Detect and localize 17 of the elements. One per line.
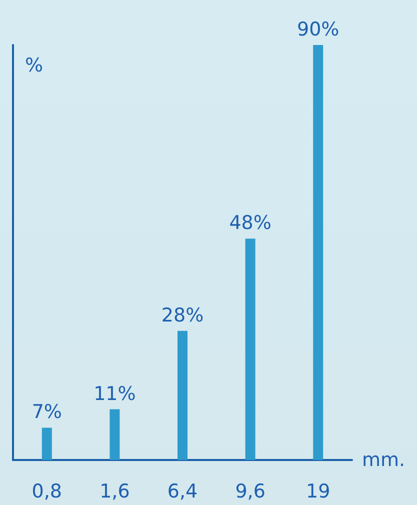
x-tick-label: 0,8 [32, 480, 62, 502]
data-label: 28% [161, 304, 204, 326]
data-label: 11% [94, 382, 136, 405]
y-axis-title: % [25, 54, 44, 76]
bar [178, 330, 188, 460]
x-tick-label: 9,6 [235, 480, 266, 502]
x-tick-label: 1,6 [100, 480, 130, 502]
bar [245, 238, 256, 460]
data-label: 48% [229, 212, 272, 234]
bar [313, 45, 324, 460]
bar [42, 428, 52, 460]
x-axis-title: mm. [362, 449, 406, 471]
x-tick-label: 19 [306, 480, 330, 502]
data-label: 7% [32, 401, 62, 424]
x-tick-label: 6,4 [167, 480, 198, 502]
bar [110, 409, 120, 460]
data-label: 90% [296, 18, 340, 40]
